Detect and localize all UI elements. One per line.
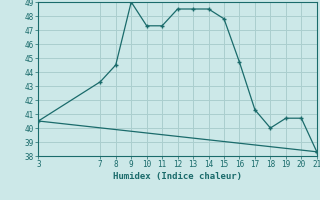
X-axis label: Humidex (Indice chaleur): Humidex (Indice chaleur)	[113, 172, 242, 181]
